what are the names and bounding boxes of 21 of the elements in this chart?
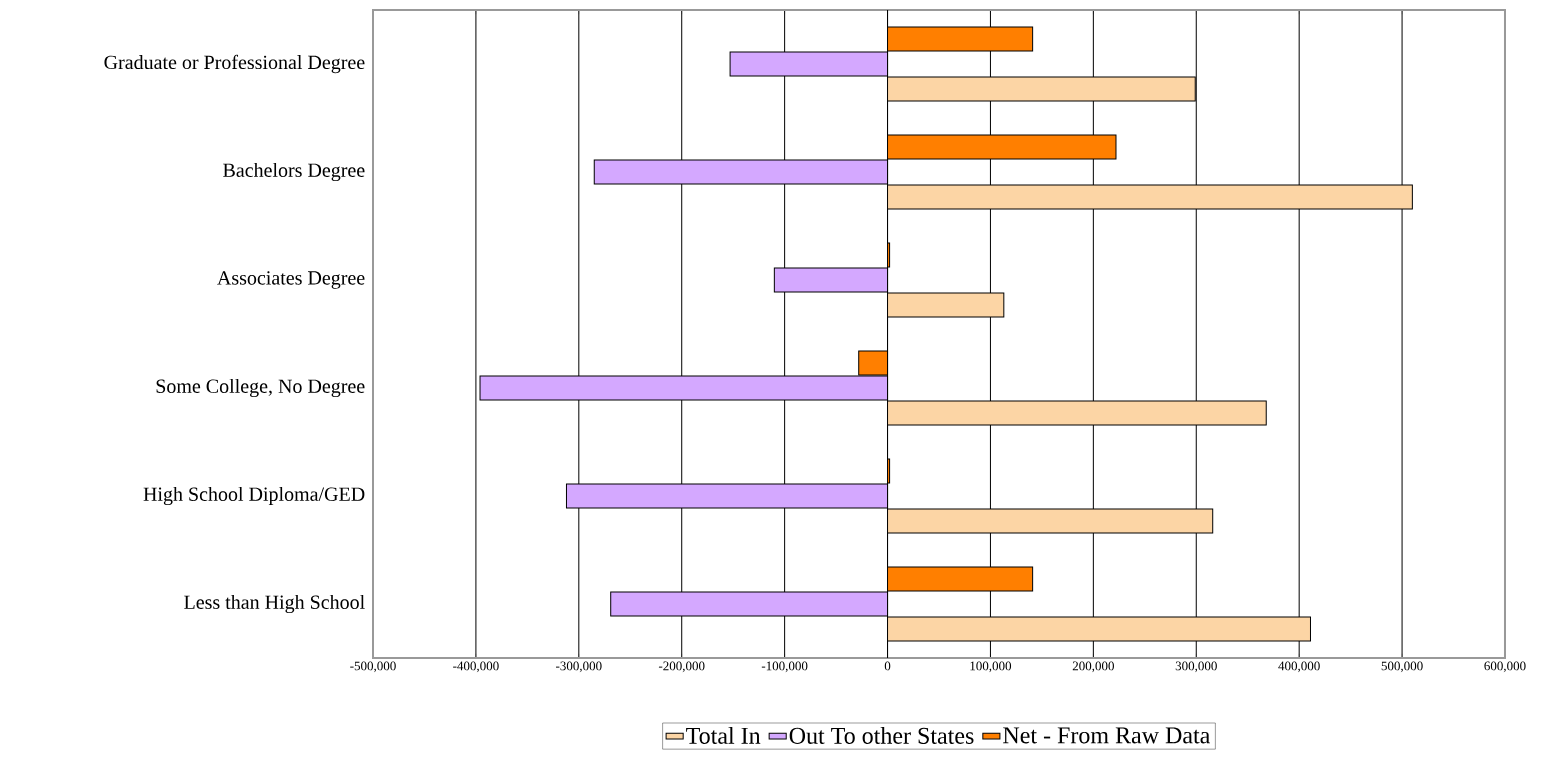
x-tick-label: 200,000 bbox=[1072, 661, 1114, 673]
legend-label: Net - From Raw Data bbox=[1003, 727, 1211, 744]
x-tick-label: -400,000 bbox=[453, 661, 499, 673]
y-tick-label: Associates Degree bbox=[217, 271, 365, 289]
y-tick-label: Some College, No Degree bbox=[156, 378, 365, 398]
x-tick-label: -300,000 bbox=[556, 661, 602, 673]
y-tick-label: Less than High School bbox=[184, 594, 365, 614]
x-tick-label: 500,000 bbox=[1381, 661, 1423, 673]
x-tick-label: 0 bbox=[884, 661, 891, 671]
y-tick-label: Graduate or Professional Degree bbox=[104, 54, 365, 74]
x-tick-label: -500,000 bbox=[350, 661, 396, 673]
x-tick-label: 600,000 bbox=[1484, 661, 1526, 673]
x-tick-label: -100,000 bbox=[761, 661, 808, 673]
legend-label: Out To other States bbox=[789, 727, 974, 744]
x-tick-label: -200,000 bbox=[658, 661, 705, 673]
legend-label: Total In bbox=[686, 727, 761, 744]
y-tick-label: Bachelors Degree bbox=[223, 162, 365, 182]
y-tick-label: High School Diploma/GED bbox=[143, 486, 365, 506]
x-tick-label: 400,000 bbox=[1278, 661, 1320, 673]
x-tick-label: 300,000 bbox=[1175, 661, 1217, 673]
x-tick-label: 100,000 bbox=[970, 661, 1012, 673]
